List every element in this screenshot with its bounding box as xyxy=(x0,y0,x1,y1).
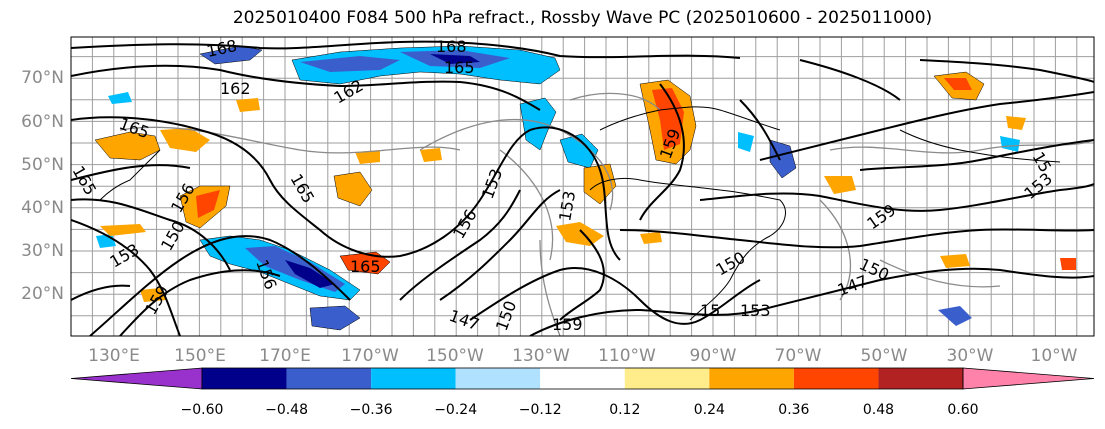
lon-label: 150°W xyxy=(426,346,484,366)
colorbar-segment xyxy=(709,368,794,389)
lon-label: 90°W xyxy=(690,346,737,366)
colorbar-segment xyxy=(286,368,372,389)
colorbar-segment xyxy=(540,368,625,389)
colorbar xyxy=(70,367,1095,390)
lon-label: 130°W xyxy=(512,346,570,366)
map-border xyxy=(70,36,1095,337)
colorbar-segment xyxy=(371,368,456,389)
colorbar-segment xyxy=(962,367,1095,390)
lat-label: 20°N xyxy=(21,284,64,304)
positive-anomaly-shading xyxy=(94,71,1076,302)
longitude-axis: 130°E 150°E 170°E 170°W 150°W 130°W 110°… xyxy=(88,346,1078,366)
lon-label: 150°E xyxy=(174,346,226,366)
lat-label: 50°N xyxy=(21,155,64,175)
colorbar-tick-label: 0.60 xyxy=(947,402,978,418)
colorbar-tick-label: −0.36 xyxy=(350,402,393,418)
colorbar-tick-label: 0.48 xyxy=(863,402,894,418)
contour-label: 165 xyxy=(350,257,381,276)
colorbar-segment xyxy=(202,368,287,389)
lon-label: 170°E xyxy=(259,346,311,366)
black-height-contours xyxy=(71,40,1094,336)
contour-label: 168 xyxy=(436,37,467,56)
colorbar-tick-label: −0.24 xyxy=(434,402,477,418)
latitude-axis: 70°N 60°N 50°N 40°N 30°N 20°N xyxy=(21,68,64,304)
lat-label: 60°N xyxy=(21,112,64,132)
lon-label: 110°W xyxy=(598,346,656,366)
colorbar-segment xyxy=(624,368,710,389)
lon-label: 50°W xyxy=(861,346,908,366)
lon-label: 170°W xyxy=(341,346,399,366)
map-title: 2025010400 F084 500 hPa refract., Rossby… xyxy=(232,8,933,28)
colorbar-tick-label: −0.60 xyxy=(181,402,224,418)
colorbar-segment xyxy=(878,368,963,389)
map-coastlines xyxy=(99,106,1061,321)
contour-label: 165 xyxy=(444,58,475,77)
lat-label: 30°N xyxy=(21,241,64,261)
colorbar-tick-label: 0.24 xyxy=(694,402,725,418)
colorbar-tick-labels: −0.60 −0.48 −0.36 −0.24 −0.12 0.12 0.24 0.36 0.4… xyxy=(181,402,979,418)
colorbar-segment xyxy=(70,367,203,390)
colorbar-tick-label: 0.36 xyxy=(778,402,809,418)
colorbar-segment xyxy=(793,368,879,389)
lon-label: 30°W xyxy=(947,346,994,366)
colorbar-tick-label: −0.48 xyxy=(265,402,308,418)
colorbar-tick-label: 0.12 xyxy=(609,402,640,418)
colorbar-segment xyxy=(455,368,541,389)
lon-label: 130°E xyxy=(88,346,140,366)
negative-anomaly-shading xyxy=(96,45,1020,331)
lat-label: 70°N xyxy=(21,68,64,88)
lat-label: 40°N xyxy=(21,198,64,218)
colorbar-outline xyxy=(201,367,964,390)
contour-label: 15 xyxy=(700,301,720,320)
contour-label: 159 xyxy=(552,315,583,334)
contour-label: 162 xyxy=(220,79,251,98)
lon-label: 10°W xyxy=(1031,346,1078,366)
lon-label: 70°W xyxy=(775,346,822,366)
contour-label: 153 xyxy=(740,301,771,320)
contour-label: 168 xyxy=(205,36,239,61)
colorbar-tick-label: −0.12 xyxy=(519,402,562,418)
